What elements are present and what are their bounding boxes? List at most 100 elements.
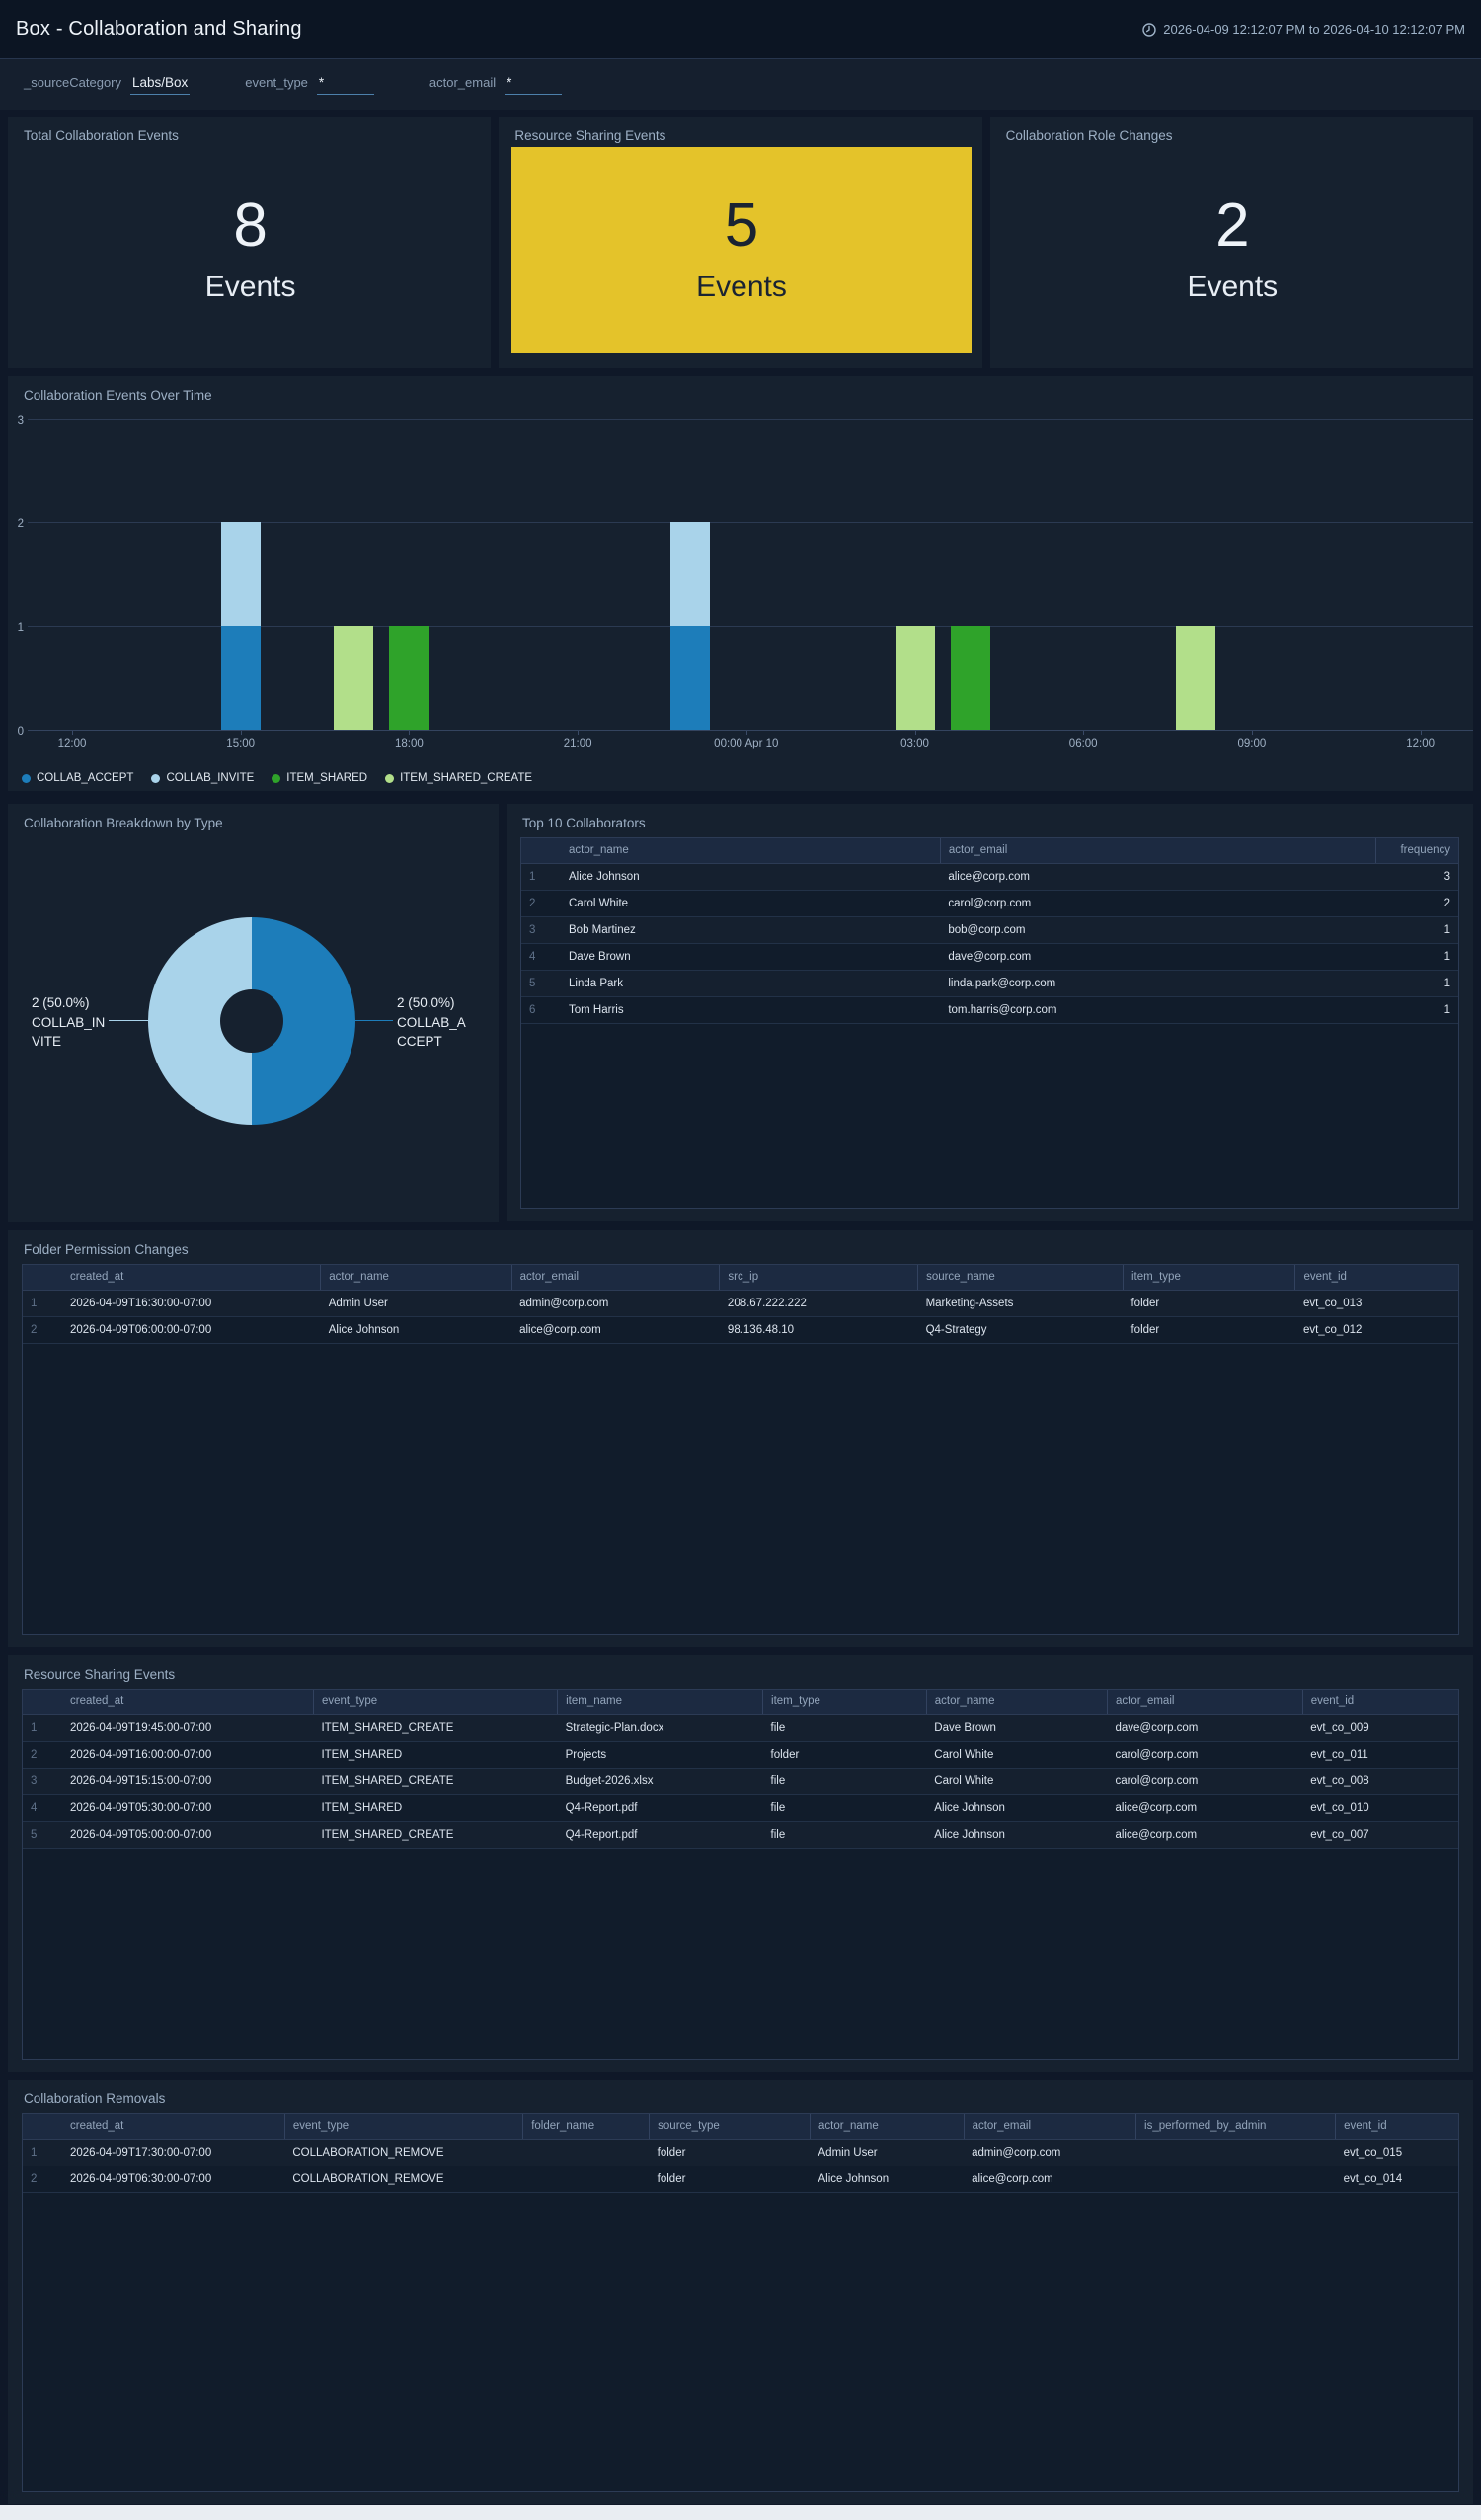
table-header-row: created_at event_type item_name item_type ac… [23,1690,1458,1715]
column-header-source_name[interactable]: source_name [917,1265,1124,1291]
x-axis-tick [240,731,242,735]
column-header-index [521,838,561,864]
legend-item-ITEM_SHARED_CREATE[interactable]: ITEM_SHARED_CREATE [385,772,532,784]
column-header-event_type[interactable]: event_type [283,2114,523,2140]
table-container: created_at actor_name actor_email src_ip sou… [22,1264,1459,1635]
legend-item-COLLAB_ACCEPT[interactable]: COLLAB_ACCEPT [22,772,133,784]
column-header-actor_email[interactable]: actor_email [510,1265,720,1291]
cell-actor_name: Carol White [926,1768,1108,1795]
cell-actor_email: alice@corp.com [1107,1821,1303,1849]
table-header-row: created_at actor_name actor_email src_ip sou… [23,1265,1458,1291]
filter-value-input[interactable]: * [505,75,563,95]
bar-segment-ITEM_SHARED_CREATE[interactable] [895,626,935,730]
column-header-item_name[interactable]: item_name [557,1690,763,1715]
cell-frequency: 1 [1375,996,1458,1024]
column-header-actor_name[interactable]: actor_name [320,1265,512,1291]
bar-segment-ITEM_SHARED_CREATE[interactable] [1176,626,1215,730]
stacked-bar-18:00[interactable] [389,626,429,730]
legend-color-dot [22,773,31,783]
cell-source_name: Marketing-Assets [917,1290,1124,1317]
cell-item_type: file [762,1768,927,1795]
row-index-cell: 3 [521,916,561,944]
bar-segment-ITEM_SHARED[interactable] [951,626,991,730]
stat-unit-label: Events [204,271,296,303]
legend-label: ITEM_SHARED_CREATE [400,772,533,784]
column-header-src_ip[interactable]: src_ip [719,1265,918,1291]
filter-label: actor_email [429,74,497,90]
legend-item-COLLAB_INVITE[interactable]: COLLAB_INVITE [151,772,254,784]
cell-actor_email: admin@corp.com [964,2139,1136,2166]
filter-value-input[interactable]: Labs/Box [130,75,191,95]
legend-item-ITEM_SHARED[interactable]: ITEM_SHARED [272,772,367,784]
cell-event_type: COLLABORATION_REMOVE [284,2139,523,2166]
column-header-actor_name[interactable]: actor_name [925,1690,1108,1715]
column-header-actor_email[interactable]: actor_email [1106,1690,1303,1715]
table-row: 4 Dave Brown dave@corp.com 1 [521,943,1458,971]
column-header-actor_email[interactable]: actor_email [939,838,1376,864]
table-row: 5 2026-04-09T05:00:00-07:00 ITEM_SHARED_CR… [23,1821,1458,1849]
cell-event_id: evt_co_011 [1302,1741,1458,1769]
column-header-event_type[interactable]: event_type [312,1690,558,1715]
cell-event_type: ITEM_SHARED [313,1741,558,1769]
bar-segment-COLLAB_ACCEPT[interactable] [220,626,261,730]
row-index-cell: 1 [23,1290,62,1317]
bar-segment-COLLAB_ACCEPT[interactable] [669,626,710,730]
stat-number: 2 [1215,192,1250,260]
panel-title: Folder Permission Changes [24,1242,189,1257]
cell-actor_email: dave@corp.com [940,943,1376,971]
column-header-is_performed_by_admin[interactable]: is_performed_by_admin [1135,2114,1336,2140]
cell-created_at: 2026-04-09T19:45:00-07:00 [62,1714,314,1742]
stacked-bar-08:00[interactable] [1176,626,1215,730]
donut-chart[interactable] [148,917,355,1125]
stacked-bar-03:00[interactable] [895,626,935,730]
cell-actor_email: carol@corp.com [1107,1768,1303,1795]
time-range-control[interactable]: 2026-04-09 12:12:07 PM to 2026-04-10 12:… [1142,22,1465,37]
column-header-event_id[interactable]: event_id [1301,1690,1458,1715]
cell-item_type: folder [1123,1290,1295,1317]
row-index-cell: 3 [23,1768,62,1795]
cell-frequency: 1 [1375,970,1458,997]
cell-created_at: 2026-04-09T05:00:00-07:00 [62,1821,314,1849]
stat-value-block: 2 Events [1003,147,1462,353]
stacked-bar-17:00[interactable] [333,626,373,730]
filter-_sourceCategory: _sourceCategory Labs/Box [24,75,191,95]
column-header-created_at[interactable]: created_at [62,1265,321,1291]
column-header-item_type[interactable]: item_type [1122,1265,1295,1291]
stat-value-block: 8 Events [21,147,480,353]
stacked-bar-23:00[interactable] [669,522,710,730]
cell-actor_name: Admin User [810,2139,965,2166]
column-header-source_type[interactable]: source_type [649,2114,811,2140]
stat-panel-collaboration-role-changes: Collaboration Role Changes 2 Events [989,117,1473,368]
legend-color-dot [385,773,395,783]
bar-segment-COLLAB_INVITE[interactable] [669,522,710,626]
pie-slice-name: COLLAB_INVITE [32,1014,106,1050]
stacked-bar-15:00[interactable] [220,522,261,730]
column-header-created_at[interactable]: created_at [62,1690,314,1715]
column-header-event_id[interactable]: event_id [1335,2114,1458,2140]
table-panel-collaboration-removals: Collaboration Removals created_at event_t… [8,2080,1473,2504]
cell-created_at: 2026-04-09T06:00:00-07:00 [62,1316,321,1344]
cell-source_name: Q4-Strategy [917,1316,1124,1344]
column-header-item_type[interactable]: item_type [762,1690,927,1715]
cell-folder_name [522,2166,650,2193]
cell-item_name: Q4-Report.pdf [557,1794,763,1822]
column-header-event_id[interactable]: event_id [1294,1265,1458,1291]
bar-segment-COLLAB_INVITE[interactable] [220,522,261,626]
cell-event_id: evt_co_009 [1302,1714,1458,1742]
column-header-actor_email[interactable]: actor_email [963,2114,1136,2140]
column-header-frequency[interactable]: frequency [1375,838,1458,864]
bar-segment-ITEM_SHARED[interactable] [389,626,429,730]
column-header-created_at[interactable]: created_at [62,2114,285,2140]
stacked-bar-04:00[interactable] [951,626,991,730]
column-header-actor_name[interactable]: actor_name [810,2114,965,2140]
cell-actor_email: alice@corp.com [964,2166,1136,2193]
column-header-actor_name[interactable]: actor_name [561,838,941,864]
cell-created_at: 2026-04-09T06:30:00-07:00 [62,2166,285,2193]
column-header-folder_name[interactable]: folder_name [522,2114,650,2140]
table-panel-folder-permission-changes: Folder Permission Changes created_at acto… [8,1230,1473,1647]
bar-segment-ITEM_SHARED_CREATE[interactable] [333,626,373,730]
filter-value-input[interactable]: * [316,75,374,95]
bar-chart-plot: 0 1 2 3 12:00 15:00 18:00 21:00 00:00 Apr 10 03:0… [18,415,1473,749]
stat-panel-total-collaboration-events: Total Collaboration Events 8 Events [8,117,492,368]
y-axis-label: 1 [17,622,24,634]
